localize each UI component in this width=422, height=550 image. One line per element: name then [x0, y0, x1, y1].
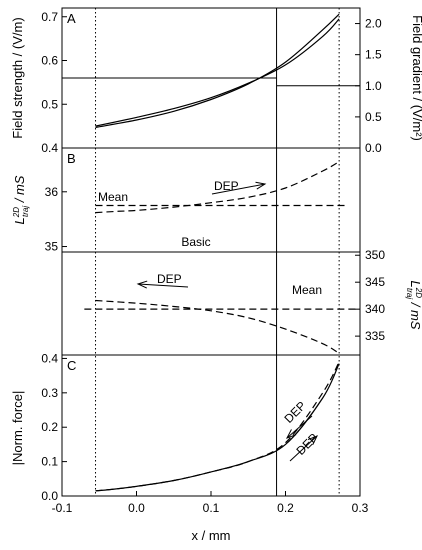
panel-c-tick-label: 0.2	[41, 420, 58, 434]
x-axis-title: x / mm	[192, 528, 231, 543]
panel-a-left-tick-label: 0.7	[41, 10, 58, 24]
panel-a-field-strength-line	[95, 18, 340, 127]
panel-a-left-tick-label: 0.4	[41, 141, 58, 155]
panel-a-right-tick-label: 1.0	[365, 79, 382, 93]
panel-b-lower-dep-label: DEP	[157, 272, 182, 286]
panel-c-dep-arrow-upper-head	[285, 429, 297, 439]
label-mean-lower: Mean	[292, 283, 322, 297]
panel-c-dep-arrow-lower-head	[307, 435, 319, 445]
panel-b-upper-dep-line	[95, 161, 340, 214]
y-axis-title-norm-force: |Norm. force|	[10, 391, 25, 466]
panel-b-lower-tick-label: 350	[365, 248, 385, 262]
panel-letter-c: C	[67, 358, 76, 373]
panel-letter-b: B	[67, 151, 76, 166]
x-tick-label: 0.3	[352, 501, 369, 515]
panel-a-right-tick-label: 0.0	[365, 141, 382, 155]
x-tick-label: 0.2	[277, 501, 294, 515]
panel-c-dep-arrow-lower-shaft	[289, 435, 318, 462]
panel-b-lower-dep-arrow-shaft	[137, 283, 189, 288]
panel-a-right-tick-label: 2.0	[365, 17, 382, 31]
panel-b-lower-dep-line	[95, 299, 340, 354]
panel-b-upper-dep-label: DEP	[214, 179, 239, 193]
panel-c-tick-label: 0.4	[41, 351, 58, 365]
panel-c-tick-label: 0.0	[41, 489, 58, 503]
y-axis-title-ltraj-upper: L2Dtraj / mS	[12, 175, 30, 224]
label-mean-upper: Mean	[98, 190, 128, 204]
panel-b-upper-tick-label: 35	[45, 240, 59, 254]
panel-a-left-tick-label: 0.5	[41, 97, 58, 111]
panel-b-lower-tick-label: 345	[365, 275, 385, 289]
panel-b-lower-tick-label: 335	[365, 329, 385, 343]
x-tick-label: 0.1	[203, 501, 220, 515]
x-tick-label: 0.0	[128, 501, 145, 515]
panel-c-force-dashed-line	[95, 361, 340, 492]
label-basic: Basic	[181, 235, 210, 249]
panel-b-upper-tick-label: 36	[45, 185, 59, 199]
panel-c-tick-label: 0.1	[41, 455, 58, 469]
panel-a-right-tick-label: 0.5	[365, 110, 382, 124]
panel-c-force-solid-line	[95, 363, 340, 492]
panel-a-field-gradient-line	[95, 13, 340, 129]
y-axis-title-field-gradient: Field gradient / (V/m²)	[410, 15, 422, 141]
x-tick-label: -0.1	[52, 501, 73, 515]
panel-letter-a: A	[67, 11, 76, 26]
panel-b-upper-dep-arrow-shaft	[211, 183, 266, 195]
panel-b-lower-tick-label: 340	[365, 302, 385, 316]
y-axis-title-ltraj-lower: L2Dtraj / mS	[405, 281, 422, 330]
panel-a-left-tick-label: 0.6	[41, 54, 58, 68]
panel-b-lower-dep-arrow-head	[136, 280, 148, 289]
panel-a-right-tick-label: 1.5	[365, 48, 382, 62]
y-axis-title-field-strength: Field strength / (V/m)	[10, 17, 25, 138]
panel-c-tick-label: 0.3	[41, 386, 58, 400]
panel-c-dep-arrow-upper-shaft	[286, 415, 313, 439]
panel-b-upper-dep-arrow-head	[255, 181, 267, 190]
